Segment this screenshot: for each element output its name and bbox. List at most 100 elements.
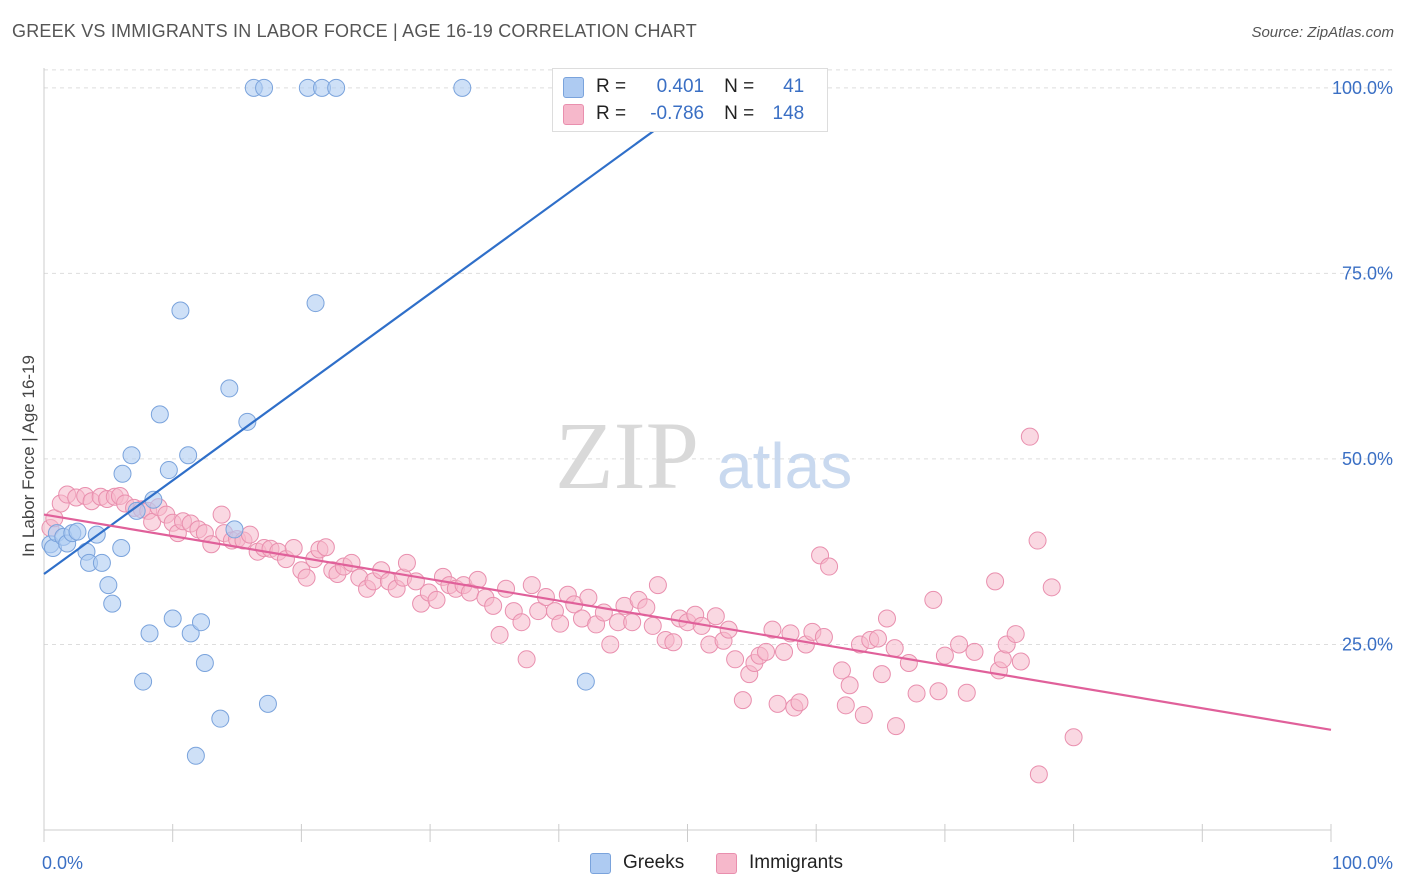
greeks-point [99, 576, 118, 595]
immigrants-point [836, 696, 855, 715]
immigrants-point [706, 607, 725, 626]
greeks-point [134, 672, 153, 691]
immigrants-point [768, 694, 787, 713]
legend-r-label: R = [596, 103, 627, 124]
greeks-point [255, 78, 274, 97]
greeks-point [225, 520, 244, 539]
immigrants-point [551, 614, 570, 633]
greeks-point [163, 609, 182, 628]
greeks-point [327, 78, 346, 97]
greeks-point [211, 709, 230, 728]
immigrants-point [1028, 531, 1047, 550]
immigrants-point [854, 705, 873, 724]
greeks-point [576, 672, 595, 691]
greeks-point [112, 538, 131, 557]
tick-labels: 25.0% 50.0% 75.0% 100.0% 0.0% 100.0% [42, 78, 1393, 873]
immigrants-point [601, 635, 620, 654]
immigrants-point [1006, 625, 1025, 644]
immigrants-point [1042, 578, 1061, 597]
immigrants-point [899, 654, 918, 673]
immigrants-point [397, 553, 416, 572]
immigrants-point [664, 633, 683, 652]
immigrants-point [512, 613, 531, 632]
trend-lines [43, 105, 1332, 731]
greeks-point [181, 624, 200, 643]
immigrants-point [1029, 765, 1048, 784]
immigrants-point [143, 513, 162, 532]
legend-n-label: N = [724, 103, 755, 124]
legend-r-label: R = [596, 76, 627, 97]
immigrants-point [935, 646, 954, 665]
immigrants-point [965, 642, 984, 661]
y-tick-label: 25.0% [1342, 634, 1393, 654]
y-tick-label: 100.0% [1332, 78, 1393, 98]
greeks-point [68, 522, 87, 541]
greeks-trend-line [43, 105, 689, 575]
immigrants-trend-line [43, 513, 1332, 731]
greeks-point [171, 301, 190, 320]
legend-n-value: 41 [783, 76, 805, 97]
greeks-point [103, 594, 122, 613]
immigrants-point [957, 683, 976, 702]
greeks-points [41, 78, 595, 765]
immigrants-point [427, 590, 446, 609]
gridlines [44, 69, 1393, 645]
immigrants-point [284, 538, 303, 557]
immigrants-point [297, 568, 316, 587]
immigrants-point [877, 609, 896, 628]
y-axis-label: In Labor Force | Age 16-19 [19, 355, 38, 557]
greeks-point [195, 654, 214, 673]
y-tick-label: 50.0% [1342, 449, 1393, 469]
stats-legend: R = 0.401 N = 41 R = -0.786 N = 148 [552, 68, 828, 132]
chart-title: GREEK VS IMMIGRANTS IN LABOR FORCE | AGE… [12, 21, 697, 41]
legend-r-value: 0.401 [656, 76, 705, 97]
immigrants-point [643, 616, 662, 635]
immigrants-point [832, 661, 851, 680]
greeks-point [186, 746, 205, 765]
immigrants-point [950, 635, 969, 654]
legend-r-value: -0.786 [650, 103, 705, 124]
legend-item-immigrants[interactable]: Immigrants [716, 852, 843, 874]
x-tick-label: 100.0% [1332, 853, 1393, 873]
immigrants-point [522, 576, 541, 595]
immigrants-point [790, 693, 809, 712]
immigrants-point [490, 625, 509, 644]
immigrants-point [986, 572, 1005, 591]
immigrants-point [924, 590, 943, 609]
legend-n-value: 148 [772, 103, 805, 124]
series-legend: Greeks Immigrants [0, 852, 1406, 878]
immigrants-point [1011, 652, 1030, 671]
immigrants-legend-swatch [716, 852, 737, 874]
immigrants-point [1064, 728, 1083, 747]
legend-n-label: N = [724, 76, 755, 97]
immigrants-point [868, 629, 887, 648]
immigrants-point [212, 505, 231, 524]
immigrants-point [885, 639, 904, 658]
greeks-legend-swatch [590, 852, 611, 874]
greeks-point [179, 446, 198, 465]
greeks-point [258, 694, 277, 713]
immigrants-point [763, 620, 782, 639]
greeks-point [159, 461, 178, 480]
greeks-point [113, 464, 132, 483]
y-tick-label: 75.0% [1342, 263, 1393, 283]
immigrants-point [840, 676, 859, 695]
immigrants-point [886, 717, 905, 736]
immigrants-point [484, 596, 503, 615]
watermark-zip: ZIP [555, 402, 699, 509]
immigrants-point [757, 642, 776, 661]
greeks-swatch [563, 76, 584, 98]
greeks-point [122, 446, 141, 465]
immigrants-point [820, 557, 839, 576]
greeks-point [192, 613, 211, 632]
immigrants-point [497, 579, 516, 598]
axes [43, 68, 1332, 842]
immigrants-point [775, 642, 794, 661]
immigrants-point [781, 624, 800, 643]
greeks-point [453, 78, 472, 97]
legend-row-immigrants: R = -0.786 N = 148 [563, 103, 804, 125]
immigrants-points [41, 427, 1083, 784]
legend-item-greeks[interactable]: Greeks [590, 852, 684, 874]
greeks-point [220, 379, 239, 398]
immigrants-point [872, 665, 891, 684]
